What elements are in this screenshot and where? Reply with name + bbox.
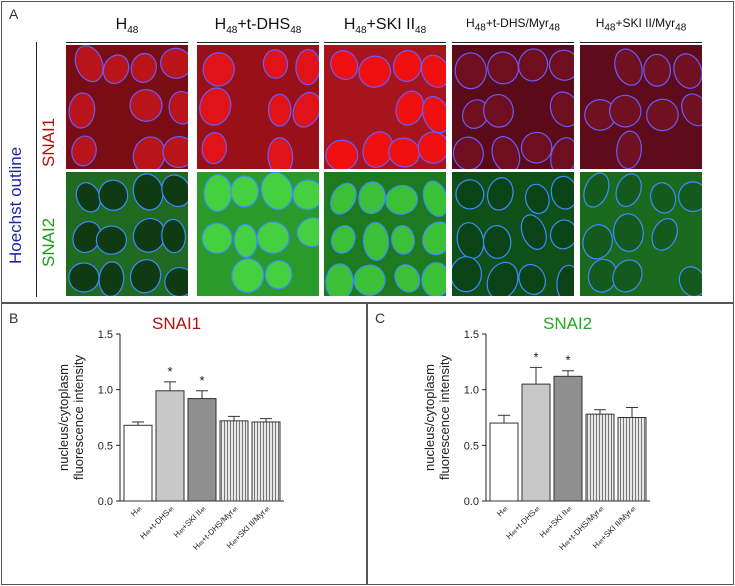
snai1-micrograph-0 <box>66 45 188 169</box>
snai1-micrograph-4 <box>580 45 702 169</box>
snai2-significance-1: * <box>533 349 538 364</box>
chart-title-snai2: SNAI2 <box>543 314 593 333</box>
panel-a: A H48 H48+t-DHS48 H48+SKI II48 H48+t-DHS/My… <box>1 1 734 303</box>
snai1-bar-3 <box>219 420 249 502</box>
snai2-bar-2 <box>553 375 583 502</box>
row-label-divider <box>36 42 37 297</box>
snai2-micrograph-2 <box>324 172 446 296</box>
panel-a-label: A <box>9 6 19 22</box>
column-header-underline-0 <box>66 42 188 43</box>
column-header-1: H48+t-DHS48 <box>214 16 302 37</box>
column-header-4: H48+SKI II/Myr48 <box>595 16 687 34</box>
snai2-bar-3 <box>585 413 615 502</box>
snai1-ylabel-line-1: fluorescence intensity <box>71 354 86 480</box>
snai2-micrograph-1 <box>197 172 319 296</box>
snai1-category-label-1: H48+t-DHS48 <box>138 504 175 541</box>
column-header-underline-2 <box>324 42 446 43</box>
snai1-micrograph-1 <box>197 45 319 169</box>
snai2-micrograph-4 <box>580 172 702 296</box>
chart-title-snai1: SNAI1 <box>152 314 202 333</box>
snai1-significance-1: * <box>167 364 172 379</box>
row-side-label: Hoechst outline <box>6 146 25 264</box>
snai1-bar-1 <box>155 390 185 502</box>
snai2-ytick-label-3: 1.5 <box>464 329 479 341</box>
snai1-bar-0 <box>123 424 153 502</box>
panel-b-label: B <box>9 310 19 326</box>
snai2-bar-1 <box>521 383 551 502</box>
snai1-bar-4 <box>251 421 281 502</box>
panel-b: B SNAI1 0.0 0.5 1.0 1.5 nucleus/cytoplasm flu… <box>1 303 367 585</box>
snai2-ylabel-line-0: nucleus/cytoplasm <box>422 364 437 471</box>
row-label-snai2: SNAI2 <box>39 217 58 267</box>
snai2-micrograph-0 <box>66 172 188 296</box>
snai2-category-label-0: H48 <box>495 504 510 519</box>
snai1-significance-2: * <box>199 373 204 388</box>
column-header-3: H48+t-DHS/Myr48 <box>466 16 560 34</box>
column-header-0: H48 <box>115 16 139 37</box>
snai1-ytick-label-1: 0.5 <box>98 440 113 452</box>
snai1-ytick-label-2: 1.0 <box>98 385 113 397</box>
snai2-category-label-1: H48+t-DHS48 <box>504 504 541 541</box>
snai2-ytick-label-1: 0.5 <box>464 440 479 452</box>
snai1-micrograph-3 <box>452 45 574 169</box>
snai2-significance-2: * <box>565 353 570 368</box>
chart-snai2: 0.0 0.5 1.0 1.5 nucleus/cytoplasm fluorescenc… <box>422 329 650 552</box>
chart-snai1: 0.0 0.5 1.0 1.5 nucleus/cytoplasm fluorescenc… <box>56 329 284 552</box>
snai1-ylabel-line-0: nucleus/cytoplasm <box>56 364 71 471</box>
snai2-micrograph-3 <box>452 172 574 296</box>
column-header-2: H48+SKI II48 <box>343 16 427 37</box>
snai2-bar-4 <box>617 417 647 502</box>
row-label-snai1: SNAI1 <box>39 117 58 167</box>
column-header-underline-3 <box>452 42 574 43</box>
snai1-category-label-0: H48 <box>129 504 144 519</box>
column-header-underline-1 <box>197 42 319 43</box>
column-header-underline-4 <box>580 42 702 43</box>
panel-c-label: C <box>375 310 386 326</box>
snai2-bar-0 <box>489 422 519 502</box>
panel-c: C SNAI2 0.0 0.5 1.0 1.5 nucleus/cytoplasm flu… <box>367 303 734 585</box>
snai2-ytick-label-0: 0.0 <box>464 496 479 508</box>
snai2-ylabel-line-1: fluorescence intensity <box>437 354 452 480</box>
snai1-ytick-label-3: 1.5 <box>98 329 113 341</box>
snai1-bar-2 <box>187 398 217 502</box>
snai1-ytick-label-0: 0.0 <box>98 496 113 508</box>
snai2-ytick-label-2: 1.0 <box>464 385 479 397</box>
snai1-micrograph-2 <box>324 45 446 169</box>
